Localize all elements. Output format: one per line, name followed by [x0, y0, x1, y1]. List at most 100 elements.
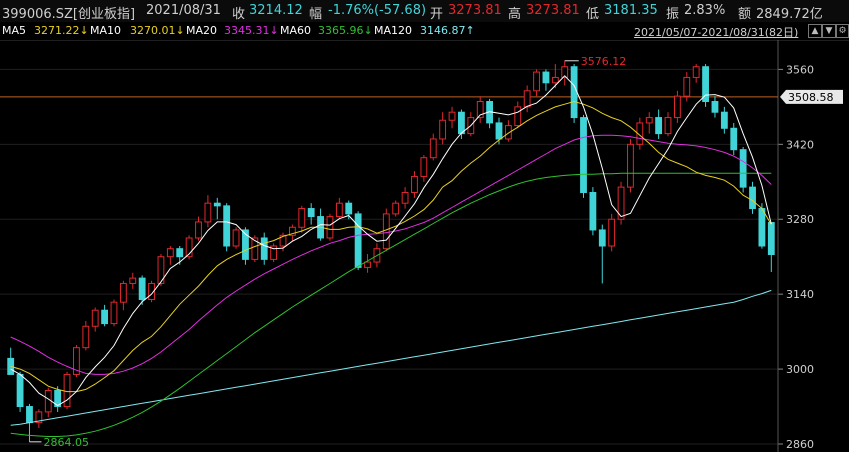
- candle-up: [645, 117, 653, 124]
- ma60-line: [10, 172, 772, 437]
- candle-up: [82, 325, 90, 349]
- candle-up: [91, 309, 99, 327]
- down-arrow-icon[interactable]: ▼: [822, 24, 836, 38]
- candle-up: [251, 237, 259, 260]
- ma120-label: MA120: [374, 24, 413, 37]
- high-marker-label: 3576.12: [581, 55, 627, 68]
- candle-down: [307, 208, 315, 218]
- candle-up: [411, 175, 418, 193]
- candle-up: [617, 186, 625, 220]
- candle-up: [73, 347, 80, 375]
- y-tick-label: 3560: [786, 63, 814, 76]
- candle-up: [523, 90, 531, 108]
- amp-label: 振: [666, 7, 680, 22]
- high-value: 3273.81: [526, 3, 580, 18]
- ma-legend-bar: MA5 3271.22↓ MA10 3270.01↓ MA20 3345.31↓…: [0, 22, 849, 41]
- candle-up: [476, 101, 484, 119]
- candle-down: [720, 111, 728, 129]
- candle-up: [166, 248, 174, 258]
- candle-down: [101, 309, 109, 325]
- candle-down: [758, 208, 766, 247]
- y-tick-label: 3000: [786, 363, 814, 376]
- candle-down: [354, 213, 362, 268]
- candle-down: [345, 202, 353, 215]
- low-value: 3181.35: [604, 3, 658, 18]
- candle-up: [420, 157, 428, 177]
- candle-up: [364, 261, 371, 268]
- candle-down: [655, 117, 663, 135]
- ma5-label: MA5: [2, 24, 27, 37]
- ma10-value: 3270.01↓: [130, 24, 185, 37]
- candle-up: [392, 202, 400, 215]
- candle-down: [54, 389, 62, 408]
- ma120-line: [10, 289, 772, 426]
- candle-up: [44, 389, 52, 413]
- candle-down: [589, 191, 597, 231]
- candle-down: [242, 229, 249, 260]
- candle-up: [270, 245, 278, 260]
- close-value: 3214.12: [249, 3, 303, 18]
- candle-up: [110, 301, 118, 325]
- date: 2021/08/31: [146, 3, 221, 18]
- candle-up: [279, 234, 287, 247]
- candle-down: [213, 202, 221, 207]
- ma10-label: MA10: [90, 24, 122, 37]
- amp-value: 2.83%: [684, 3, 726, 18]
- ma60-label: MA60: [280, 24, 312, 37]
- candle-down: [26, 406, 33, 424]
- candle-up: [157, 256, 165, 284]
- header-bar: 399006.SZ[创业板指] 2021/08/31 收 3214.12 幅 -…: [0, 0, 849, 22]
- candle-down: [7, 357, 15, 375]
- y-tick-label: 3420: [786, 138, 814, 151]
- candle-up: [298, 208, 306, 228]
- ma10-line: [10, 100, 772, 393]
- candle-up: [382, 213, 390, 250]
- candle-down: [739, 149, 747, 188]
- candle-up: [608, 218, 616, 247]
- candle-down: [223, 205, 231, 247]
- price-tag-label: 3508.58: [788, 91, 834, 104]
- ma60-value: 3365.96↓: [318, 24, 373, 37]
- candle-down: [458, 111, 465, 135]
- candle-up: [129, 277, 137, 284]
- candle-up: [514, 106, 522, 127]
- candle-down: [138, 277, 146, 301]
- ma120-value: 3146.87↑: [420, 24, 475, 37]
- ma5-line: [10, 75, 772, 407]
- candle-down: [580, 117, 587, 193]
- open-label: 开: [430, 7, 444, 22]
- candle-down: [176, 248, 184, 258]
- candle-up: [636, 122, 644, 145]
- up-arrow-icon[interactable]: ▲: [808, 24, 822, 38]
- candle-down: [730, 127, 738, 151]
- candle-up: [401, 191, 409, 204]
- candle-up: [232, 229, 240, 247]
- candle-up: [504, 125, 512, 140]
- change-value: -1.76%(-57.68): [328, 3, 427, 18]
- ma20-value: 3345.31↓: [224, 24, 279, 37]
- date-range[interactable]: 2021/05/07-2021/08/31(82日): [634, 26, 799, 39]
- candle-up: [335, 202, 343, 218]
- low-label: 低: [586, 7, 600, 22]
- candlestick-chart[interactable]: 2860 3000 3140 3280 3420 3560 3508.58 3576.12 28…: [0, 40, 849, 452]
- price-tag: [780, 89, 843, 104]
- amount-label: 额: [738, 7, 752, 22]
- candle-up: [204, 202, 212, 223]
- ma5-value: 3271.22↓: [34, 24, 89, 37]
- high-label: 高: [508, 7, 522, 22]
- candle-up: [692, 66, 700, 78]
- gear-icon[interactable]: ⚙: [836, 24, 849, 38]
- close-label: 收: [232, 7, 246, 22]
- y-tick-label: 2860: [786, 438, 814, 451]
- candle-down: [711, 101, 719, 113]
- index-code: 399006.SZ[创业板指]: [2, 7, 136, 22]
- candle-up: [533, 71, 540, 92]
- candle-up: [195, 221, 202, 239]
- low-marker-label: 2864.05: [43, 436, 89, 449]
- amount-value: 2849.72亿: [756, 7, 823, 22]
- candle-down: [542, 71, 550, 84]
- candle-down: [570, 66, 578, 119]
- candle-up: [627, 143, 634, 188]
- candle-down: [598, 229, 606, 247]
- candle-up: [288, 226, 296, 236]
